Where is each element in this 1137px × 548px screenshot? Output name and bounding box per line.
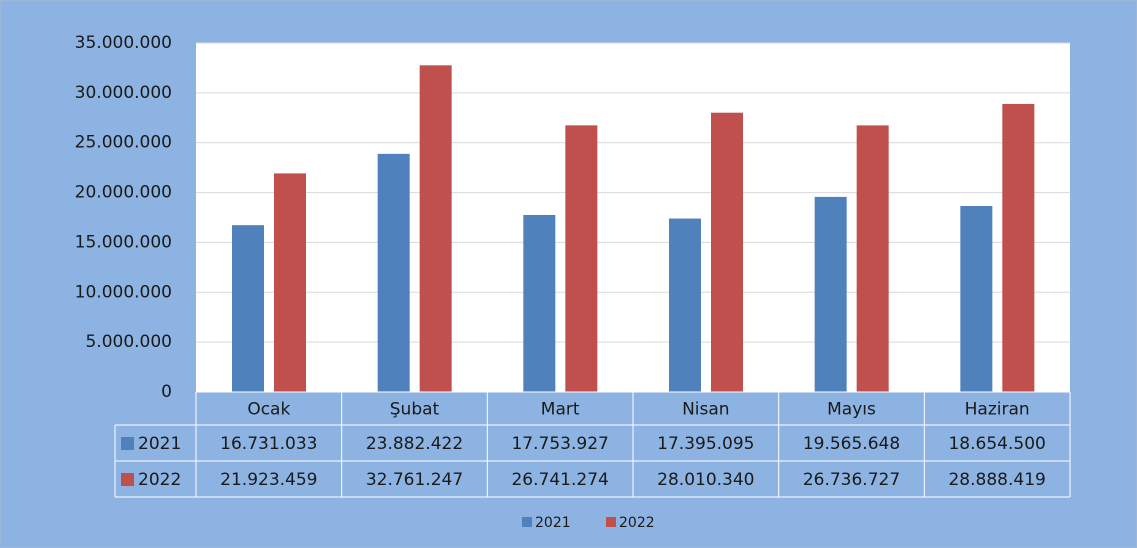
table-value: 17.395.095 [657,434,754,454]
y-tick-label: 5.000.000 [85,332,172,352]
table-value: 17.753.927 [511,434,608,454]
table-legend-key [121,473,134,486]
table-value: 28.010.340 [657,470,754,490]
y-tick-label: 25.000.000 [75,133,172,153]
bar [419,65,452,393]
table-value: 28.888.419 [948,470,1045,490]
table-series-label: 2022 [138,470,181,490]
table-value: 26.741.274 [511,470,608,490]
x-tick-label: Mayıs [827,400,876,420]
table-value: 19.565.648 [803,434,900,454]
x-tick-label: Şubat [390,400,440,420]
legend-key [606,517,616,527]
table-value: 21.923.459 [220,470,317,490]
bar [274,173,306,392]
table-value: 16.731.033 [220,434,317,454]
x-tick-label: Ocak [247,400,290,420]
legend-key [522,517,532,527]
table-value: 26.736.727 [803,470,900,490]
table-value: 23.882.422 [366,434,463,454]
bar [669,218,701,392]
bar [565,125,598,393]
y-tick-label: 35.000.000 [75,33,172,53]
x-tick-label: Nisan [682,400,730,420]
y-tick-label: 0 [161,382,172,402]
x-tick-label: Haziran [965,400,1030,420]
legend-label: 2021 [535,515,571,531]
bar [711,112,743,392]
bar [1002,103,1035,392]
x-tick-label: Mart [541,400,580,420]
table-legend-key [121,437,134,450]
y-tick-label: 20.000.000 [75,183,172,203]
y-tick-label: 10.000.000 [75,282,172,302]
y-tick-label: 15.000.000 [75,232,172,252]
bar [960,205,993,392]
bar [523,214,556,392]
y-tick-label: 30.000.000 [75,83,172,103]
table-value: 32.761.247 [366,470,463,490]
table-series-label: 2021 [138,434,181,454]
legend-label: 2022 [619,515,655,531]
bar [232,225,264,392]
bar [377,153,410,392]
bar [856,125,889,392]
bar [814,196,847,392]
table-value: 18.654.500 [948,434,1045,454]
plot-area [196,43,1070,392]
